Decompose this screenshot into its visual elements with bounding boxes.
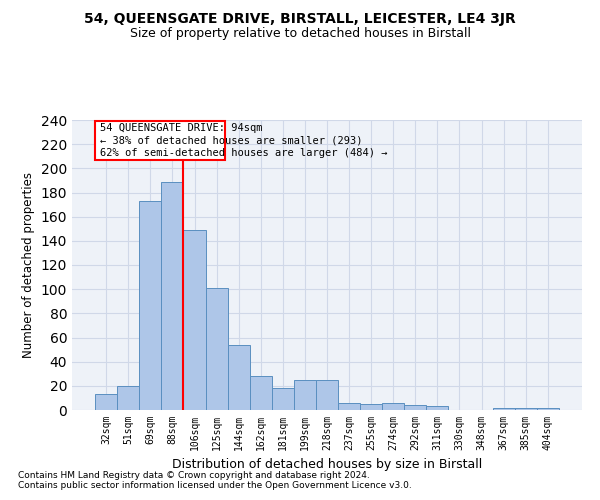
- Bar: [537, 408, 559, 410]
- Text: 54 QUEENSGATE DRIVE: 94sqm: 54 QUEENSGATE DRIVE: 94sqm: [100, 122, 262, 132]
- Bar: [515, 408, 537, 410]
- Text: Size of property relative to detached houses in Birstall: Size of property relative to detached ho…: [130, 28, 470, 40]
- Text: Contains public sector information licensed under the Open Government Licence v3: Contains public sector information licen…: [18, 481, 412, 490]
- Bar: [227, 345, 250, 410]
- Bar: [294, 380, 316, 410]
- Text: ← 38% of detached houses are smaller (293): ← 38% of detached houses are smaller (29…: [100, 136, 362, 145]
- Text: 54, QUEENSGATE DRIVE, BIRSTALL, LEICESTER, LE4 3JR: 54, QUEENSGATE DRIVE, BIRSTALL, LEICESTE…: [84, 12, 516, 26]
- Bar: [139, 201, 161, 410]
- Bar: [493, 408, 515, 410]
- Bar: [117, 386, 139, 410]
- Bar: [184, 230, 206, 410]
- Bar: [404, 405, 427, 410]
- Bar: [95, 394, 117, 410]
- Text: Contains HM Land Registry data © Crown copyright and database right 2024.: Contains HM Land Registry data © Crown c…: [18, 471, 370, 480]
- Bar: [382, 403, 404, 410]
- X-axis label: Distribution of detached houses by size in Birstall: Distribution of detached houses by size …: [172, 458, 482, 471]
- Bar: [161, 182, 184, 410]
- Bar: [316, 380, 338, 410]
- Bar: [272, 388, 294, 410]
- Bar: [250, 376, 272, 410]
- Y-axis label: Number of detached properties: Number of detached properties: [22, 172, 35, 358]
- Bar: [360, 404, 382, 410]
- Bar: [206, 288, 227, 410]
- Bar: [427, 406, 448, 410]
- Bar: [338, 403, 360, 410]
- Text: 62% of semi-detached houses are larger (484) →: 62% of semi-detached houses are larger (…: [100, 148, 387, 158]
- Bar: [95, 121, 226, 160]
